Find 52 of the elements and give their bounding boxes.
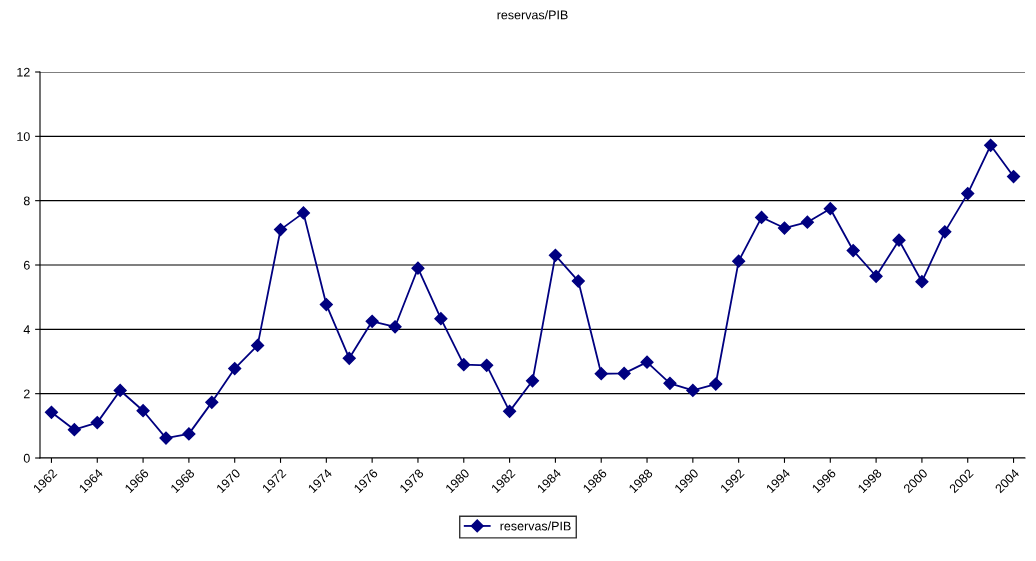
point — [961, 187, 975, 201]
point — [571, 274, 585, 288]
point — [984, 138, 998, 152]
point — [869, 269, 883, 283]
point — [205, 395, 219, 409]
point — [503, 404, 517, 418]
point — [457, 358, 471, 372]
point — [663, 376, 677, 390]
point — [915, 275, 929, 289]
point — [388, 320, 402, 334]
point — [800, 215, 814, 229]
chart-title: reservas/PIB — [497, 10, 568, 20]
point — [434, 312, 448, 326]
point — [709, 377, 723, 391]
point — [251, 338, 265, 353]
point — [732, 254, 746, 268]
point — [617, 366, 631, 380]
point — [640, 355, 654, 369]
point — [44, 405, 59, 419]
point — [273, 223, 288, 237]
point — [296, 206, 311, 220]
point — [594, 367, 608, 381]
point — [67, 423, 81, 437]
point — [777, 221, 792, 235]
point — [136, 404, 150, 418]
point — [365, 314, 379, 328]
point — [823, 202, 837, 216]
point — [113, 383, 127, 398]
point — [411, 261, 425, 275]
point — [938, 225, 952, 239]
legend-label: reservas/PIB — [500, 521, 571, 531]
y-tick-label: 2 — [23, 389, 30, 399]
point — [90, 416, 104, 430]
point — [846, 243, 860, 258]
point — [159, 431, 173, 445]
point — [342, 351, 356, 365]
point — [686, 383, 700, 398]
y-tick-label: 4 — [23, 325, 30, 334]
y-tick-label: 0 — [23, 453, 30, 463]
point — [480, 358, 494, 372]
point — [754, 210, 769, 224]
y-tick-label: 6 — [23, 260, 30, 270]
y-tick-label: 12 — [17, 67, 30, 77]
point — [525, 374, 540, 388]
point — [892, 233, 906, 247]
y-tick-label: 10 — [17, 132, 30, 141]
point — [319, 297, 333, 312]
point — [182, 427, 196, 441]
point — [228, 361, 242, 376]
point — [548, 248, 562, 262]
point — [1006, 169, 1021, 184]
y-tick-label: 8 — [23, 196, 30, 206]
